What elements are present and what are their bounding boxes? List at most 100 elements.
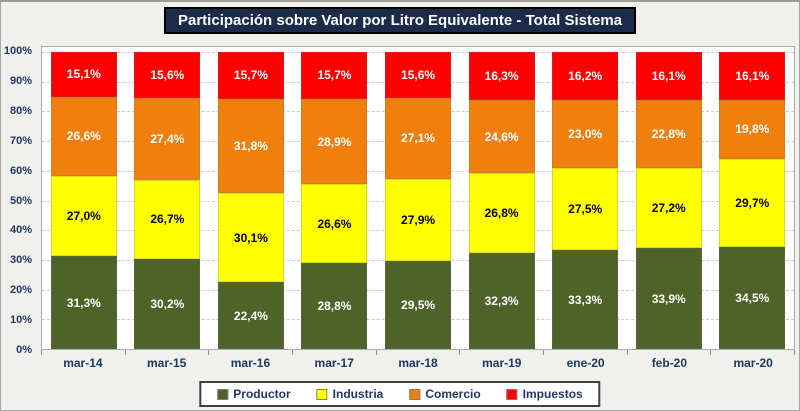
segment-comercio-mar-18: 27,1% <box>385 98 452 179</box>
bar-mar-18: 15,6% 27,1% 27,9% 29,5% <box>385 52 452 349</box>
category-feb-20: 16,1% 22,8% 27,2% 33,9% <box>627 52 711 349</box>
x-tick <box>377 350 461 355</box>
legend-label: Impuestos <box>522 387 583 401</box>
segment-productor-feb-20: 33,9% <box>635 248 702 349</box>
y-tick-label-20: 20% <box>9 284 32 297</box>
legend-item-industria: Industria <box>316 387 384 401</box>
y-tick-label-100: 100% <box>3 45 32 57</box>
x-label-mar-20: mar-20 <box>733 356 773 370</box>
legend: Productor Industria Comercio Impuestos <box>199 381 601 407</box>
segment-impuestos-mar-17: 15,7% <box>301 52 368 99</box>
category-mar-19: 16,3% 24,6% 26,8% 32,3% <box>460 52 544 349</box>
chart-title: Participación sobre Valor por Litro Equi… <box>164 7 636 34</box>
legend-item-impuestos: Impuestos <box>506 387 583 401</box>
x-axis-ticks <box>41 350 796 355</box>
x-tick <box>293 350 377 355</box>
segment-comercio-mar-15: 27,4% <box>134 98 201 180</box>
legend-label: Industria <box>332 387 384 401</box>
segment-impuestos-mar-20: 16,1% <box>719 52 786 100</box>
x-label-mar-16: mar-16 <box>230 356 271 370</box>
segment-comercio-mar-20: 19,8% <box>719 99 786 159</box>
category-mar-14: 15,1% 26,6% 27,0% 31,3% <box>42 52 126 349</box>
bar-mar-17: 15,7% 28,9% 26,6% 28,8% <box>301 52 368 349</box>
segment-industria-ene-20: 27,5% <box>552 168 619 251</box>
plot-area: 15,1% 26,6% 27,0% 31,3% 15,6% 27,4% 26,7% 30,2%… <box>41 46 795 350</box>
x-tick <box>711 350 796 355</box>
y-tick-label-50: 50% <box>9 194 32 207</box>
segment-productor-mar-19: 32,3% <box>468 253 535 349</box>
legend-label: Comercio <box>425 387 481 401</box>
segment-productor-ene-20: 33,3% <box>552 250 619 349</box>
x-tick <box>460 350 545 355</box>
x-tick <box>41 350 126 355</box>
x-tick <box>628 350 712 355</box>
y-tick-label-10: 10% <box>9 314 32 327</box>
bars-container: 15,1% 26,6% 27,0% 31,3% 15,6% 27,4% 26,7% 30,2%… <box>42 52 794 349</box>
segment-comercio-mar-14: 26,6% <box>50 96 117 176</box>
segment-impuestos-mar-19: 16,3% <box>468 52 535 101</box>
segment-industria-mar-14: 27,0% <box>50 175 117 257</box>
segment-industria-mar-17: 26,6% <box>301 184 368 264</box>
legend-swatch-icon <box>217 388 229 400</box>
segment-impuestos-mar-18: 15,6% <box>385 52 452 99</box>
segment-comercio-ene-20: 23,0% <box>552 100 619 169</box>
segment-productor-mar-20: 34,5% <box>719 246 786 349</box>
segment-industria-mar-19: 26,8% <box>468 173 535 254</box>
segment-comercio-mar-17: 28,9% <box>301 98 368 185</box>
category-ene-20: 16,2% 23,0% 27,5% 33,3% <box>543 52 627 349</box>
segment-productor-mar-14: 31,3% <box>50 256 117 349</box>
y-axis: 0% 10% 20% 30% 40% 50% 60% 70% 80% 90% 100% <box>1 45 37 356</box>
bar-field: 15,1% 26,6% 27,0% 31,3% 15,6% 27,4% 26,7% 30,2%… <box>42 52 794 349</box>
bar-mar-20: 16,1% 19,8% 29,7% 34,5% <box>719 52 786 349</box>
category-mar-16: 15,7% 31,8% 30,1% 22,4% <box>209 52 293 349</box>
x-label-feb-20: feb-20 <box>651 356 688 370</box>
segment-industria-mar-20: 29,7% <box>719 158 786 247</box>
legend-label: Productor <box>233 387 291 401</box>
y-tick-label-30: 30% <box>9 254 32 267</box>
legend-item-productor: Productor <box>217 387 291 401</box>
segment-impuestos-ene-20: 16,2% <box>552 52 619 101</box>
segment-productor-mar-15: 30,2% <box>134 259 201 349</box>
segment-industria-mar-16: 30,1% <box>217 193 284 283</box>
bar-mar-19: 16,3% 24,6% 26,8% 32,3% <box>468 52 535 349</box>
x-tick <box>209 350 294 355</box>
bar-mar-14: 15,1% 26,6% 27,0% 31,3% <box>50 52 117 349</box>
bar-feb-20: 16,1% 22,8% 27,2% 33,9% <box>635 52 702 349</box>
segment-impuestos-feb-20: 16,1% <box>635 52 702 100</box>
legend-item-comercio: Comercio <box>409 387 481 401</box>
y-tick-label-90: 90% <box>9 74 32 87</box>
x-tick <box>544 350 628 355</box>
x-label-mar-17: mar-17 <box>314 356 354 370</box>
segment-comercio-mar-16: 31,8% <box>217 98 284 194</box>
segment-industria-mar-15: 26,7% <box>134 179 201 259</box>
bar-mar-15: 15,6% 27,4% 26,7% 30,2% <box>134 52 201 349</box>
category-mar-20: 16,1% 19,8% 29,7% 34,5% <box>711 52 795 349</box>
x-label-mar-19: mar-19 <box>482 356 522 370</box>
segment-productor-mar-17: 28,8% <box>301 263 368 349</box>
segment-industria-feb-20: 27,2% <box>635 167 702 249</box>
bar-ene-20: 16,2% 23,0% 27,5% 33,3% <box>552 52 619 349</box>
y-tick-label-60: 60% <box>9 164 32 177</box>
x-tick <box>126 350 210 355</box>
segment-productor-mar-18: 29,5% <box>385 261 452 349</box>
y-tick-label-70: 70% <box>9 134 32 147</box>
segment-impuestos-mar-16: 15,7% <box>217 52 284 99</box>
segment-impuestos-mar-14: 15,1% <box>50 52 117 97</box>
segment-comercio-mar-19: 24,6% <box>468 100 535 174</box>
y-tick-label-0: 0% <box>16 344 32 356</box>
y-tick-label-40: 40% <box>9 224 32 237</box>
x-label-mar-18: mar-18 <box>398 356 438 370</box>
y-tick-label-80: 80% <box>9 104 32 117</box>
segment-productor-mar-16: 22,4% <box>217 282 284 349</box>
segment-impuestos-mar-15: 15,6% <box>134 52 201 99</box>
segment-comercio-feb-20: 22,8% <box>635 99 702 168</box>
legend-swatch-icon <box>506 388 518 400</box>
x-axis-labels: mar-14 mar-15 mar-16 mar-17 mar-18 mar-19 ene-… <box>41 356 795 370</box>
x-label-mar-14: mar-14 <box>63 356 103 370</box>
x-label-ene-20: ene-20 <box>566 356 605 370</box>
category-mar-18: 15,6% 27,1% 27,9% 29,5% <box>376 52 460 349</box>
legend-swatch-icon <box>316 388 328 400</box>
x-label-mar-15: mar-15 <box>146 356 187 370</box>
category-mar-15: 15,6% 27,4% 26,7% 30,2% <box>126 52 210 349</box>
